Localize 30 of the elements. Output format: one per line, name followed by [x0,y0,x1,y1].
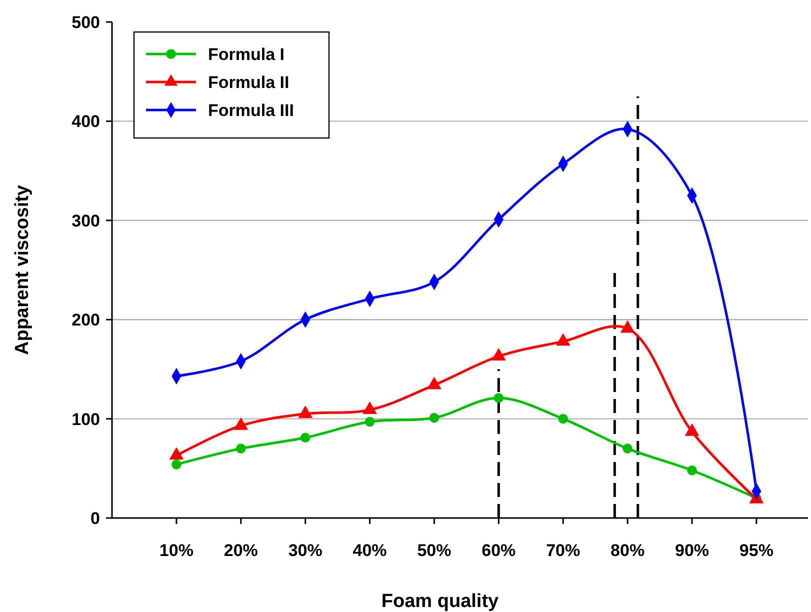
point [300,432,310,443]
x-tick-label: 80% [610,541,645,560]
x-axis-title: Foam quality [381,591,500,612]
y-tick-label: 100 [72,410,100,429]
x-tick-label: 50% [417,541,452,560]
x-tick-label: 20% [224,541,258,560]
point [172,460,182,470]
x-tick-label: 70% [546,541,580,560]
legend-label: Formula I [208,44,285,64]
x-tick-label: 30% [288,541,322,560]
point [429,412,440,423]
y-axis-title: Apparent viscosity [12,184,33,355]
y-tick-label: 500 [72,12,100,32]
point [558,414,568,424]
point [687,466,697,476]
y-tick-label: 200 [72,310,100,330]
legend-label: Formula III [208,100,294,120]
point [236,444,246,454]
y-tick-label: 400 [72,112,100,132]
y-tick-label: 300 [72,211,100,230]
point [364,416,375,427]
y-tick-label: 0 [90,508,100,528]
x-tick-label: 60% [482,541,516,560]
x-tick-label: 40% [352,541,387,560]
x-tick-label: 95% [739,541,774,560]
legend-label: Formula II [208,72,290,92]
x-tick-label: 10% [159,541,194,560]
point [622,444,632,454]
x-tick-label: 90% [674,541,710,560]
point [494,393,504,403]
